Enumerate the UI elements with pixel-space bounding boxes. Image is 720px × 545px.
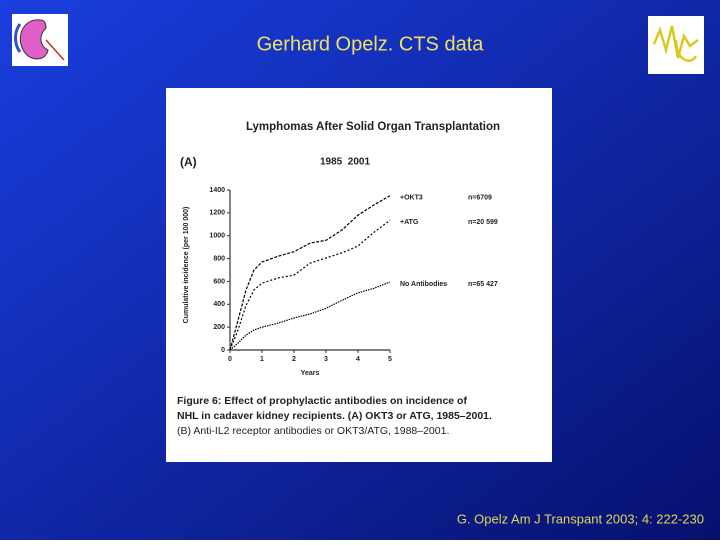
legend-label: No Antibodies xyxy=(400,281,447,288)
y-tick-label: 800 xyxy=(213,255,225,262)
y-tick-label: 200 xyxy=(213,324,225,331)
x-tick-label: 2 xyxy=(292,356,296,363)
figure-caption: NHL in cadaver kidney recipients. (A) OK… xyxy=(177,410,492,422)
x-axis-label: Years xyxy=(301,370,320,377)
y-tick-label: 1000 xyxy=(209,233,225,240)
chart: Lymphomas After Solid Organ Transplantat… xyxy=(177,121,500,437)
panel-label: (A) xyxy=(180,155,197,169)
logo-left xyxy=(12,14,68,66)
y-tick-label: 400 xyxy=(213,301,225,308)
y-axis-label: Cumulative incidence (per 100 000) xyxy=(183,207,190,324)
legend-n: n=6709 xyxy=(468,195,492,202)
series-line xyxy=(229,281,391,351)
legend-n: n=65 427 xyxy=(468,281,498,288)
citation: G. Opelz Am J Transpant 2003; 4: 222-230 xyxy=(457,511,704,526)
series-line xyxy=(229,219,391,351)
legend-n: n=20 599 xyxy=(468,219,498,226)
legend-label: +ATG xyxy=(400,219,419,226)
series-line xyxy=(229,195,391,351)
figure-caption: (B) Anti-IL2 receptor antibodies or OKT3… xyxy=(177,425,449,437)
x-tick-label: 1 xyxy=(260,356,264,363)
chart-title: Lymphomas After Solid Organ Transplantat… xyxy=(246,121,500,133)
x-tick-label: 4 xyxy=(356,356,360,363)
y-tick-label: 0 xyxy=(221,347,225,354)
y-tick-label: 1200 xyxy=(209,210,225,217)
slide-title: Gerhard Opelz. CTS data xyxy=(257,33,485,55)
y-tick-label: 600 xyxy=(213,278,225,285)
figure-caption: Figure 6: Effect of prophylactic antibod… xyxy=(177,395,467,407)
x-tick-label: 3 xyxy=(324,356,328,363)
x-tick-label: 5 xyxy=(388,356,392,363)
chart-subtitle: 1985 2001 xyxy=(320,157,370,168)
y-tick-label: 1400 xyxy=(209,187,225,194)
x-tick-label: 0 xyxy=(228,356,232,363)
legend-label: +OKT3 xyxy=(400,195,423,202)
logo-right xyxy=(648,16,704,74)
